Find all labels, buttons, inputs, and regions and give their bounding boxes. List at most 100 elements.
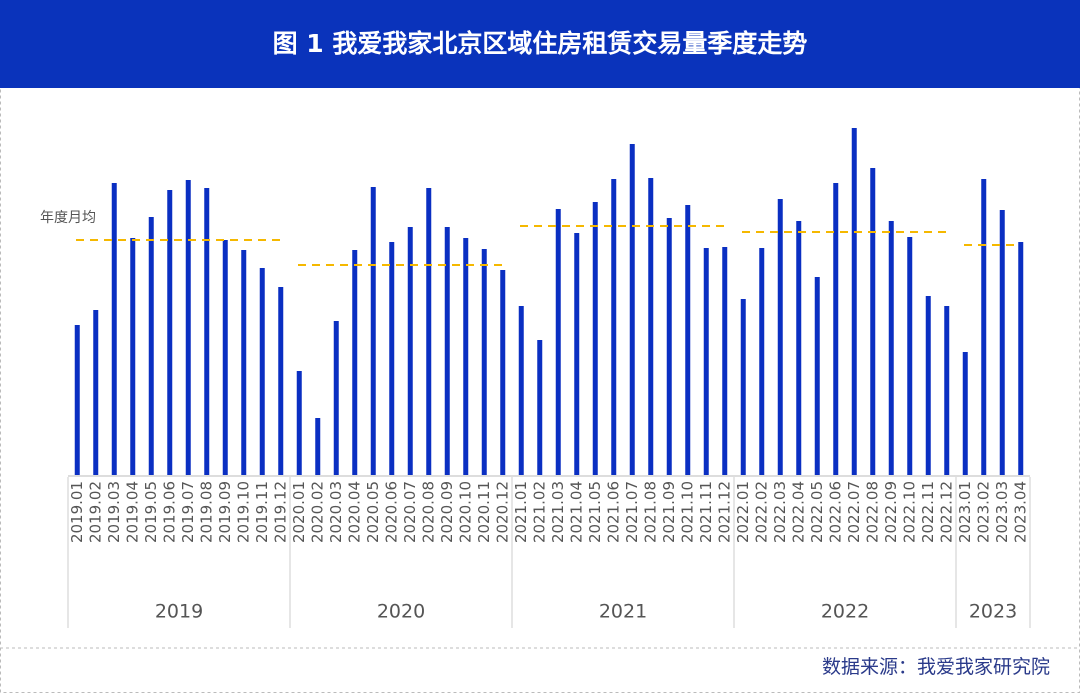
bar bbox=[296, 371, 302, 475]
bar bbox=[278, 287, 284, 475]
bar bbox=[870, 168, 876, 475]
x-tick-label: 2021.01 bbox=[512, 481, 530, 543]
bar bbox=[407, 227, 413, 475]
x-tick-label: 2019.01 bbox=[68, 481, 86, 543]
x-tick-label: 2021.12 bbox=[715, 481, 733, 543]
x-tick-label: 2022.09 bbox=[882, 481, 900, 543]
bar bbox=[481, 249, 487, 475]
bar bbox=[370, 187, 376, 475]
bar bbox=[537, 340, 543, 475]
bar bbox=[463, 238, 469, 475]
x-tick-label: 2023.04 bbox=[1011, 481, 1029, 543]
bar bbox=[185, 180, 191, 475]
bar bbox=[315, 418, 321, 475]
x-tick-label: 2019.09 bbox=[216, 481, 234, 543]
bar bbox=[851, 128, 857, 475]
x-tick-label: 2020.05 bbox=[364, 481, 382, 543]
x-tick-label: 2023.02 bbox=[974, 481, 992, 543]
bar bbox=[611, 179, 617, 475]
x-tick-label: 2020.08 bbox=[419, 481, 437, 543]
x-tick-label: 2021.07 bbox=[623, 481, 641, 543]
bar bbox=[796, 221, 802, 475]
x-tick-label: 2020.06 bbox=[382, 481, 400, 543]
bar bbox=[204, 188, 210, 475]
bar bbox=[944, 306, 950, 475]
bar bbox=[74, 325, 80, 475]
bar bbox=[111, 183, 117, 475]
x-tick-label: 2022.05 bbox=[808, 481, 826, 543]
x-tick-label: 2022.10 bbox=[900, 481, 918, 543]
x-tick-label: 2021.09 bbox=[660, 481, 678, 543]
x-tick-label: 2022.12 bbox=[937, 481, 955, 543]
bar bbox=[167, 190, 173, 475]
x-tick-label: 2023.03 bbox=[993, 481, 1011, 543]
x-tick-label: 2019.04 bbox=[123, 481, 141, 543]
bar bbox=[981, 179, 987, 475]
x-tick-label: 2022.08 bbox=[863, 481, 881, 543]
bar bbox=[833, 183, 839, 475]
x-tick-label: 2019.03 bbox=[105, 481, 123, 543]
bar bbox=[555, 209, 561, 475]
group-label: 2023 bbox=[969, 601, 1017, 623]
bar bbox=[907, 237, 913, 475]
bar bbox=[629, 144, 635, 475]
bar bbox=[352, 250, 358, 475]
bar bbox=[703, 248, 709, 475]
bar bbox=[777, 199, 783, 475]
x-tick-label: 2022.11 bbox=[919, 481, 937, 543]
x-tick-label: 2019.08 bbox=[197, 481, 215, 543]
x-tick-label: 2020.10 bbox=[456, 481, 474, 543]
x-tick-label: 2021.05 bbox=[586, 481, 604, 543]
x-tick-label: 2020.03 bbox=[327, 481, 345, 543]
bar bbox=[444, 227, 450, 475]
x-tick-label: 2020.07 bbox=[401, 481, 419, 543]
bar bbox=[722, 247, 728, 475]
x-tick-label: 2021.10 bbox=[678, 481, 696, 543]
x-tick-label: 2019.07 bbox=[179, 481, 197, 543]
bar bbox=[666, 218, 672, 475]
bar bbox=[1018, 242, 1024, 475]
x-tick-label: 2019.12 bbox=[271, 481, 289, 543]
group-label: 2021 bbox=[599, 601, 647, 623]
x-tick-label: 2021.04 bbox=[567, 481, 585, 543]
bar bbox=[241, 250, 247, 475]
bar bbox=[740, 299, 746, 475]
bar bbox=[648, 178, 654, 475]
title-bar bbox=[0, 0, 1080, 88]
bar bbox=[574, 233, 580, 475]
x-tick-label: 2019.11 bbox=[253, 481, 271, 543]
bar bbox=[222, 240, 228, 475]
x-tick-label: 2020.01 bbox=[290, 481, 308, 543]
annotation: 年度月均 bbox=[40, 210, 96, 226]
bar bbox=[518, 306, 524, 475]
x-tick-label: 2020.12 bbox=[493, 481, 511, 543]
bar bbox=[259, 268, 265, 475]
chart-title: 图 1 我爱我家北京区域住房租赁交易量季度走势 bbox=[273, 29, 808, 58]
x-tick-label: 2019.05 bbox=[142, 481, 160, 543]
x-tick-label: 2022.04 bbox=[789, 481, 807, 543]
x-tick-label: 2022.02 bbox=[752, 481, 770, 543]
x-tick-label: 2021.11 bbox=[697, 481, 715, 543]
bar bbox=[426, 188, 432, 475]
bar bbox=[333, 321, 339, 475]
bar bbox=[148, 217, 154, 475]
bar bbox=[814, 277, 820, 475]
x-tick-label: 2020.11 bbox=[475, 481, 493, 543]
x-tick-label: 2023.01 bbox=[956, 481, 974, 543]
bar bbox=[925, 296, 931, 475]
x-tick-label: 2021.06 bbox=[604, 481, 622, 543]
x-tick-label: 2021.08 bbox=[641, 481, 659, 543]
group-label: 2020 bbox=[377, 601, 425, 623]
bar bbox=[93, 310, 99, 475]
bar bbox=[759, 248, 765, 475]
bar bbox=[130, 238, 136, 475]
source: 数据来源：我爱我家研究院 bbox=[822, 656, 1050, 678]
bar bbox=[685, 205, 691, 475]
bar bbox=[592, 202, 598, 475]
bar bbox=[500, 270, 506, 475]
x-tick-label: 2022.01 bbox=[734, 481, 752, 543]
bar bbox=[389, 242, 395, 475]
x-tick-label: 2019.06 bbox=[160, 481, 178, 543]
x-tick-label: 2021.03 bbox=[549, 481, 567, 543]
